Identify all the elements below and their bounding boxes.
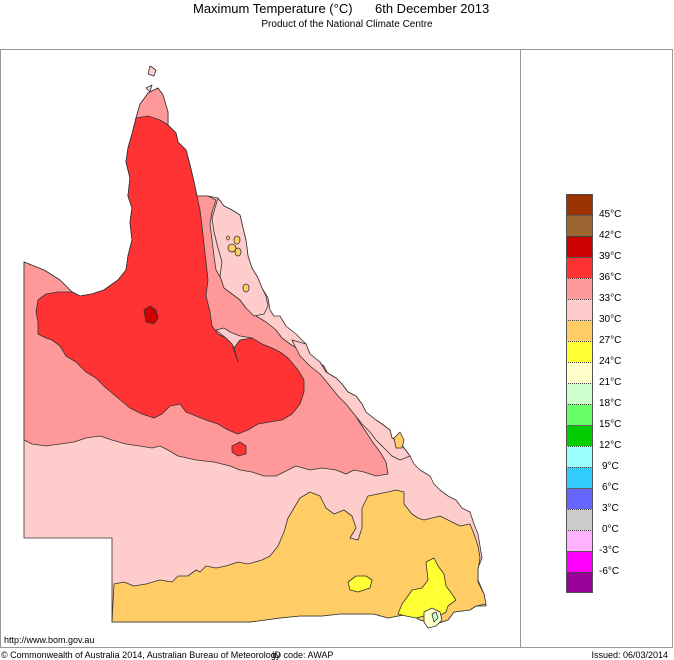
issued-date: Issued: 06/03/2014	[591, 650, 668, 660]
legend-swatch	[566, 320, 593, 341]
legend-label: -6°C	[599, 566, 620, 577]
source-url: http://www.bom.gov.au	[4, 635, 95, 645]
legend-swatch	[566, 488, 593, 509]
legend-label: 3°C	[602, 503, 619, 514]
legend-swatch	[566, 572, 593, 593]
region-30c-coast-3	[215, 327, 253, 349]
legend-label: 12°C	[599, 440, 622, 451]
legend-label: 0°C	[602, 524, 619, 535]
region-18c	[431, 611, 439, 623]
map-frame	[0, 49, 673, 648]
legend-swatch	[566, 446, 593, 467]
legend-label: 27°C	[599, 335, 622, 346]
subtitle: Product of the National Climate Centre	[0, 19, 674, 30]
legend-swatch	[566, 551, 593, 572]
map-title: Maximum Temperature (°C)	[193, 1, 353, 16]
region-39c	[143, 305, 159, 325]
legend-swatch	[566, 236, 593, 257]
legend-swatch	[566, 467, 593, 488]
legend-swatch	[566, 509, 593, 530]
id-code: ID code: AWAP	[272, 650, 334, 660]
legend-label: 36°C	[599, 272, 622, 283]
legend-swatch	[566, 362, 593, 383]
legend-label: 45°C	[599, 209, 622, 220]
legend-label: 30°C	[599, 314, 622, 325]
legend-label: 42°C	[599, 230, 622, 241]
legend-label: 39°C	[599, 251, 622, 262]
region-30c-coast	[211, 197, 269, 317]
map-date: 6th December 2013	[375, 1, 490, 16]
legend-label: 15°C	[599, 419, 622, 430]
region-36c	[35, 115, 305, 435]
region-27c	[111, 489, 487, 625]
legend-label: 6°C	[602, 482, 619, 493]
legend-swatch	[566, 257, 593, 278]
legend-swatch	[566, 341, 593, 362]
legend-swatch	[566, 425, 593, 446]
legend-swatch	[566, 530, 593, 551]
subtitle-text: Product of the National Climate Centre	[261, 19, 433, 30]
legend-label: -3°C	[599, 545, 620, 556]
legend-swatch	[566, 278, 593, 299]
legend-swatch	[566, 383, 593, 404]
legend-label: 9°C	[602, 461, 619, 472]
legend-swatch	[566, 299, 593, 320]
legend-label: 33°C	[599, 293, 622, 304]
legend-label: 18°C	[599, 398, 622, 409]
legend-label: 21°C	[599, 377, 622, 388]
legend-swatch	[566, 404, 593, 425]
legend-label: 24°C	[599, 356, 622, 367]
copyright: © Commonwealth of Australia 2014, Austra…	[1, 650, 281, 660]
legend-swatch	[566, 194, 593, 215]
legend-divider	[520, 49, 521, 648]
legend-swatch	[566, 215, 593, 236]
